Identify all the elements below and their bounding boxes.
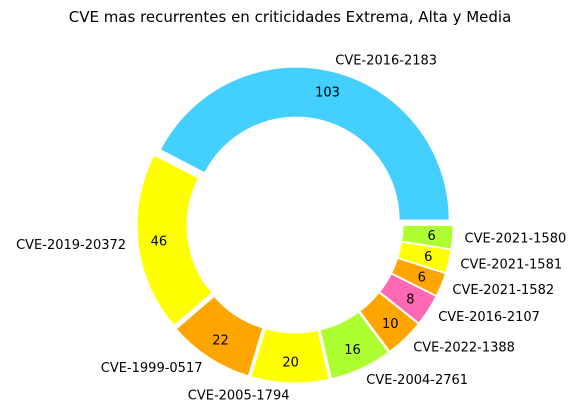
slice-category-label: CVE-2004-2761 (366, 373, 468, 388)
slice-category-label: CVE-2005-1794 (188, 388, 290, 403)
slice-category-label: CVE-2016-2107 (438, 310, 540, 325)
slice-cve-2016-2183 (159, 66, 450, 221)
labels-layer: 103 CVE-2016-2183 46 CVE-2019-20372 22 CVE-19… (16, 53, 566, 403)
slice-category-label: CVE-1999-0517 (101, 361, 203, 376)
slice-value-label: 6 (418, 270, 426, 285)
slice-cve-2005-1794 (250, 328, 330, 384)
slice-cve-2021-1582 (391, 257, 446, 297)
slice-value-label: 16 (344, 343, 361, 358)
slice-cve-2022-1388 (359, 292, 419, 353)
slice-category-label: CVE-2016-2183 (335, 53, 437, 68)
slice-category-label: CVE-2019-20372 (16, 238, 126, 253)
slice-cve-2016-2107 (379, 273, 437, 324)
slice-value-label: 10 (382, 317, 399, 332)
slice-value-label: 22 (212, 333, 229, 348)
slice-value-label: 6 (424, 250, 432, 265)
slice-category-label: CVE-2021-1582 (452, 283, 554, 298)
slice-value-label: 20 (282, 355, 299, 370)
slice-cve-2019-20372 (136, 154, 213, 327)
slice-category-label: CVE-2022-1388 (413, 341, 515, 356)
slice-cve-1999-0517 (175, 295, 264, 377)
slice-cve-2021-1581 (397, 241, 452, 274)
slice-cve-2004-2761 (319, 311, 390, 380)
slice-cve-2021-1580 (401, 224, 454, 250)
chart-title: CVE mas recurrentes en criticidades Extr… (69, 8, 512, 26)
slices-layer (136, 66, 454, 384)
slice-value-label: 6 (427, 229, 435, 244)
slice-value-label: 8 (406, 292, 414, 307)
slice-value-label: 103 (315, 85, 340, 100)
slice-category-label: CVE-2021-1580 (465, 232, 567, 247)
slice-category-label: CVE-2021-1581 (460, 258, 562, 273)
slice-value-label: 46 (151, 234, 168, 249)
